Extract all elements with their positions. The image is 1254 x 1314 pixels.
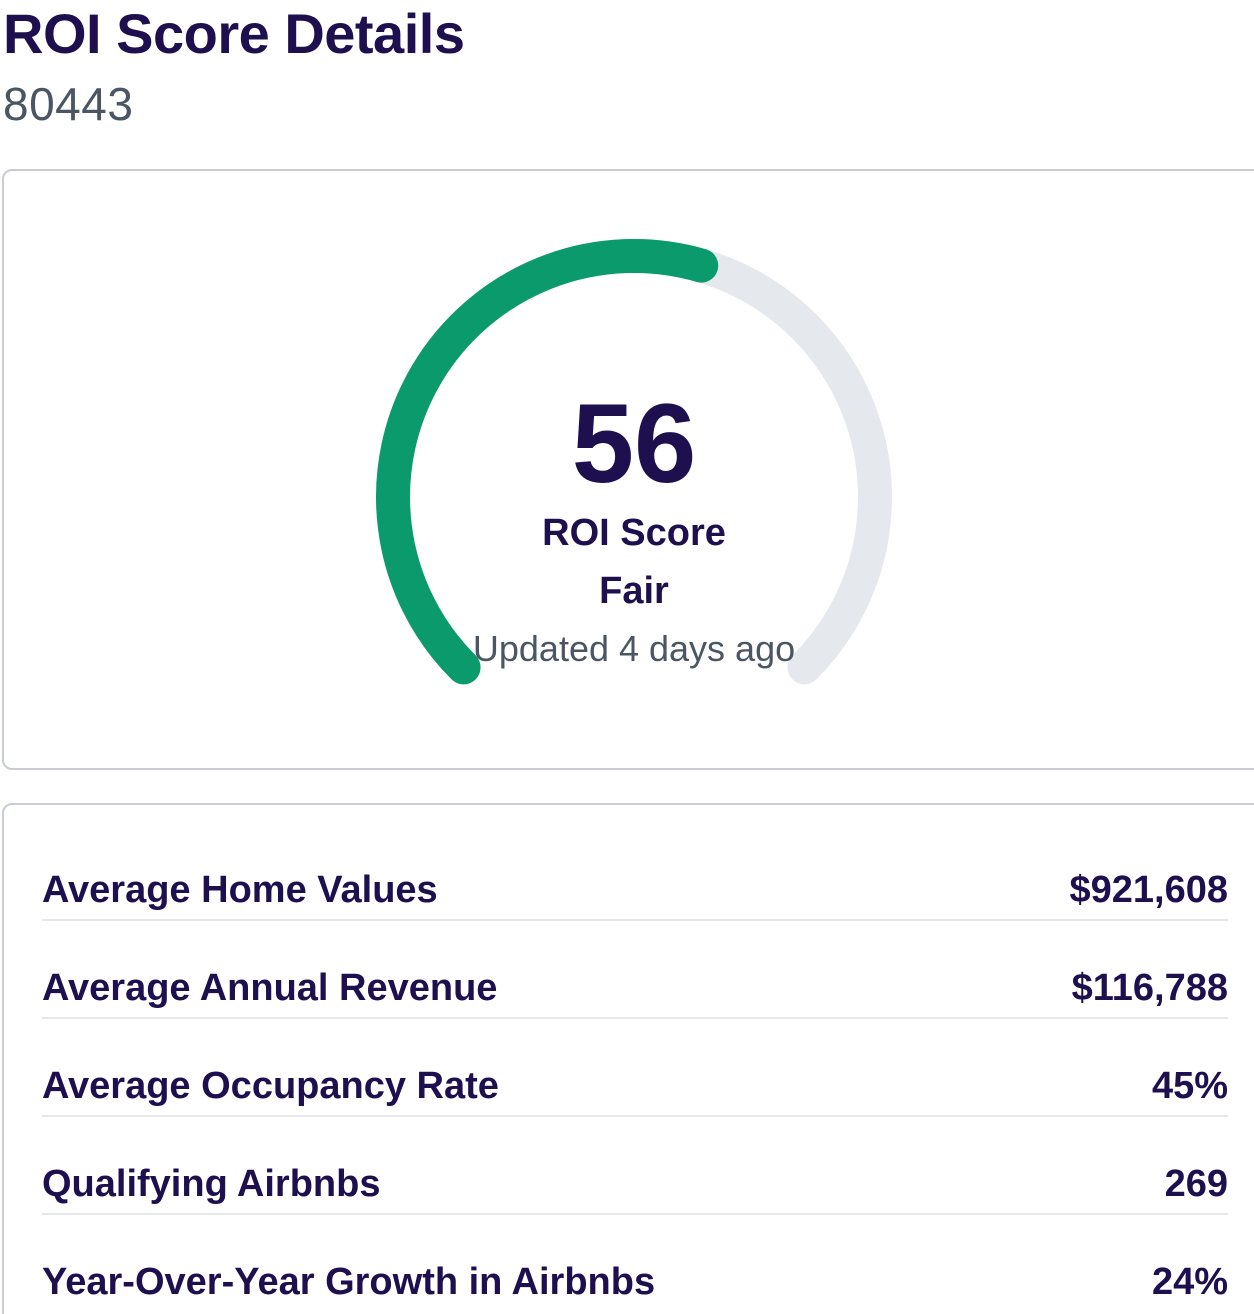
stat-row-average-home-values: Average Home Values $921,608 — [42, 823, 1228, 921]
stat-value: 24% — [1151, 1261, 1228, 1303]
stat-value: 45% — [1151, 1065, 1228, 1107]
roi-score-label: ROI Score — [542, 512, 726, 554]
stat-value: 269 — [1164, 1163, 1228, 1205]
market-stats-card — [2, 803, 1254, 1314]
stat-row-yoy-growth-airbnbs: Year-Over-Year Growth in Airbnbs 24% — [42, 1215, 1228, 1313]
roi-score-card — [2, 169, 1254, 770]
gauge-progress — [376, 239, 719, 685]
page-title: ROI Score Details — [3, 2, 465, 65]
roi-score-value: 56 — [571, 381, 697, 506]
stat-label: Average Annual Revenue — [42, 967, 498, 1009]
roi-score-rating: Fair — [599, 570, 669, 612]
stat-label: Qualifying Airbnbs — [42, 1163, 381, 1205]
stat-label: Average Home Values — [42, 869, 438, 911]
stat-value: $116,788 — [1071, 967, 1228, 1009]
stat-row-qualifying-airbnbs: Qualifying Airbnbs 269 — [42, 1117, 1228, 1215]
stat-label: Average Occupancy Rate — [42, 1065, 499, 1107]
zip-code: 80443 — [3, 78, 134, 130]
stat-row-average-occupancy-rate: Average Occupancy Rate 45% — [42, 1019, 1228, 1117]
updated-timestamp: Updated 4 days ago — [472, 628, 796, 669]
stat-label: Year-Over-Year Growth in Airbnbs — [42, 1261, 656, 1303]
roi-score-gauge — [376, 239, 892, 685]
stat-value: $921,608 — [1069, 869, 1229, 911]
stat-row-average-annual-revenue: Average Annual Revenue $116,788 — [42, 921, 1228, 1019]
